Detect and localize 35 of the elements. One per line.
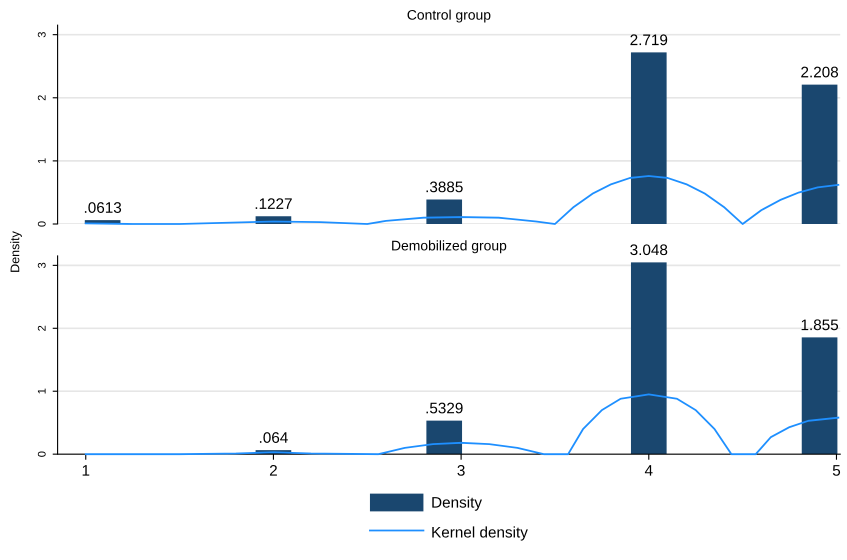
- bar: [630, 52, 667, 224]
- y-tick-label: 0: [38, 452, 46, 457]
- bar: [630, 262, 667, 454]
- y-axis-title: Density: [10, 231, 22, 272]
- bar: [802, 337, 838, 454]
- x-tick-label: 4: [644, 465, 653, 476]
- data-label: .064: [260, 432, 288, 443]
- x-tick-label: 5: [832, 465, 840, 476]
- data-label: .1227: [256, 198, 292, 209]
- data-label: 2.208: [801, 66, 838, 78]
- chart-title: Demobilized group: [392, 240, 506, 254]
- x-tick-label: 3: [457, 464, 465, 476]
- y-tick-label: 1: [38, 388, 46, 394]
- data-label: .0613: [84, 202, 122, 213]
- y-tick-label: 1: [38, 158, 46, 164]
- line-series: [84, 393, 840, 456]
- data-label: .3885: [426, 181, 463, 192]
- legend-label: Density: [432, 496, 482, 511]
- x-tick-label: 1: [82, 465, 90, 476]
- y-tick-label: 3: [38, 32, 46, 38]
- data-label: 3.048: [630, 244, 668, 256]
- bar: [426, 199, 462, 224]
- data-label: .5329: [426, 402, 463, 414]
- data-label: 1.855: [802, 319, 838, 330]
- x-tick-label: 2: [270, 464, 277, 476]
- y-tick-label: 2: [38, 326, 46, 331]
- bar: [802, 84, 838, 224]
- chart-title: Control group: [408, 10, 490, 23]
- y-tick-label: 2: [38, 95, 46, 100]
- legend-label: Kernel density: [432, 526, 528, 541]
- y-tick-label: 3: [38, 262, 46, 268]
- y-tick-label: 0: [38, 221, 46, 227]
- data-label: 2.719: [630, 34, 668, 46]
- bar: [426, 420, 462, 454]
- line-series: [84, 175, 840, 225]
